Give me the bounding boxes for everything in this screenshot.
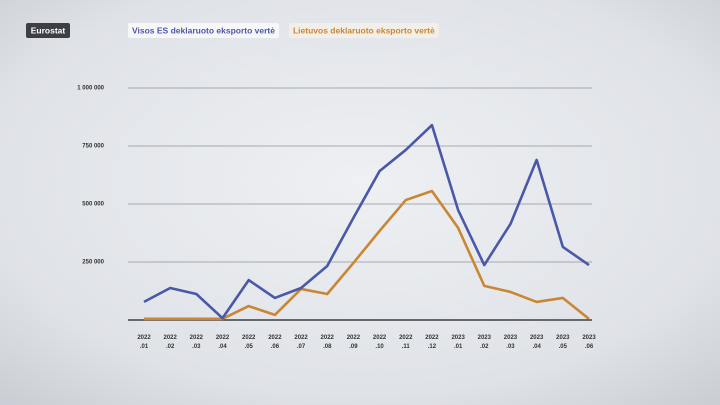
source: Eurostat	[31, 25, 66, 35]
y-tick-label: 750 000	[82, 144, 104, 150]
x-tick-label: 2022.08	[321, 335, 335, 350]
x-tick-label: 2023.06	[582, 335, 596, 350]
legend-badge	[288, 23, 439, 38]
legend-badge	[128, 23, 279, 38]
x-tick-label: 2022.05	[242, 335, 256, 350]
legend-entry: Visos ES deklaruoto eksporto vertė	[132, 25, 275, 35]
data-line	[144, 189, 590, 321]
y-tick-label: 1 000 000	[77, 86, 104, 92]
x-tick-label: 2023.02	[478, 335, 492, 350]
x-tick-label: 2022.11	[399, 335, 413, 350]
x-tick-label: 2022.04	[216, 335, 230, 350]
x-tick-label: 2022.03	[190, 335, 204, 350]
x-tick-label: 2022.06	[268, 335, 282, 350]
x-tick-label: 2023.01	[451, 335, 465, 350]
x-tick-label: 2022.02	[163, 335, 177, 350]
x-tick-label: 2023.03	[504, 335, 518, 350]
x-tick-label: 2022.10	[373, 335, 387, 350]
source-badge	[26, 23, 70, 38]
legend-entry: Lietuvos deklaruoto eksporto vertė	[293, 25, 435, 35]
x-tick-label: 2023.05	[556, 335, 570, 350]
x-tick-label: 2022.01	[137, 335, 151, 350]
x-tick-label: 2022.12	[425, 335, 439, 350]
data-line	[143, 123, 590, 320]
x-tick-label: 2023.04	[530, 335, 544, 350]
y-tick-label: 500 000	[82, 202, 104, 208]
x-tick-label: 2022.07	[294, 335, 308, 350]
y-tick-label: 250 000	[82, 260, 104, 266]
x-tick-label: 2022.09	[347, 335, 361, 350]
